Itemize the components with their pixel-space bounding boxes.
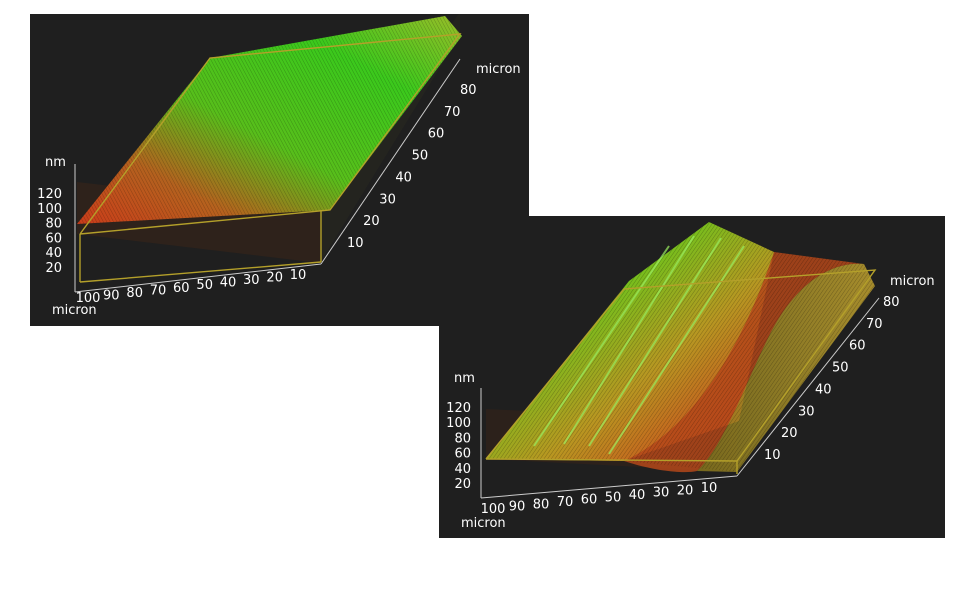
- plot2-y-axis-title: micron: [890, 274, 935, 289]
- x-tick-label: 80: [126, 286, 143, 301]
- y-tick-label: 20: [781, 426, 798, 441]
- y-tick-label: 70: [866, 317, 883, 332]
- x-tick-label: 90: [103, 288, 120, 303]
- y-tick-label: 10: [347, 236, 364, 251]
- y-tick-label: 60: [849, 339, 866, 354]
- plot1-axes: [74, 58, 461, 293]
- y-tick-label: 10: [764, 448, 781, 463]
- y-tick-label: 50: [832, 361, 849, 376]
- y-tick-label: 60: [428, 127, 445, 142]
- plot1-surface-texture: [77, 16, 462, 224]
- y-tick-label: 30: [379, 192, 396, 207]
- y-tick-label: 80: [883, 295, 900, 310]
- x-tick-label: 80: [533, 497, 550, 512]
- y-tick-label: 20: [363, 214, 380, 229]
- z-tick-label: 60: [454, 447, 471, 462]
- x-tick-label: 40: [220, 276, 237, 291]
- plot2-surface-texture: [486, 222, 875, 472]
- surface-plot-2: 100 90 80 70 60 50 40 30 20 10 10 20 30 40 50 60 70 80 1…: [439, 216, 945, 538]
- plot2-axes: [480, 297, 880, 499]
- plot1-z-axis-title: nm: [45, 155, 66, 170]
- x-tick-label: 20: [266, 271, 283, 286]
- x-tick-label: 10: [701, 481, 718, 496]
- plot2-x-ticks: 100 90 80 70 60 50 40 30 20 10: [481, 481, 718, 517]
- plot1-x-axis-title: micron: [52, 303, 97, 318]
- plot2-ridges: [533, 235, 745, 455]
- z-tick-label: 80: [45, 217, 62, 232]
- x-tick-label: 60: [581, 493, 598, 508]
- x-tick-label: 20: [677, 483, 694, 498]
- z-tick-label: 40: [454, 462, 471, 477]
- plot2-z-axis-title: nm: [454, 371, 475, 386]
- plot1-y-axis-title: micron: [476, 62, 521, 77]
- x-tick-label: 60: [173, 281, 190, 296]
- z-tick-label: 80: [454, 431, 471, 446]
- z-tick-label: 60: [45, 231, 62, 246]
- y-tick-label: 70: [444, 105, 461, 120]
- z-tick-label: 100: [446, 416, 471, 431]
- x-tick-label: 50: [196, 278, 213, 293]
- x-tick-label: 100: [481, 502, 506, 517]
- z-tick-label: 40: [45, 246, 62, 261]
- y-tick-label: 40: [815, 382, 832, 397]
- plot1-x-ticks: 100 90 80 70 60 50 40 30 20 10: [76, 268, 307, 306]
- surface-plot-1: 100 90 80 70 60 50 40 30 20 10 10 20 30 40 50 60 70 80 1…: [30, 14, 529, 326]
- y-tick-label: 50: [412, 149, 429, 164]
- z-tick-label: 20: [45, 261, 62, 276]
- plot2-x-axis-title: micron: [461, 516, 506, 531]
- plot1-frame: [79, 33, 462, 283]
- x-tick-label: 50: [605, 490, 622, 505]
- y-tick-label: 30: [798, 404, 815, 419]
- x-tick-label: 30: [653, 486, 670, 501]
- z-tick-label: 120: [37, 187, 62, 202]
- z-tick-label: 100: [37, 202, 62, 217]
- x-tick-label: 10: [290, 268, 307, 283]
- x-tick-label: 70: [557, 495, 574, 510]
- x-tick-label: 90: [509, 500, 526, 515]
- x-tick-label: 40: [629, 488, 646, 503]
- y-tick-label: 80: [460, 83, 477, 98]
- z-tick-label: 120: [446, 401, 471, 416]
- x-tick-label: 100: [76, 291, 101, 306]
- z-tick-label: 20: [454, 477, 471, 492]
- x-tick-label: 70: [150, 283, 167, 298]
- x-tick-label: 30: [243, 273, 260, 288]
- y-tick-label: 40: [395, 170, 412, 185]
- plot2-frame: [485, 269, 877, 474]
